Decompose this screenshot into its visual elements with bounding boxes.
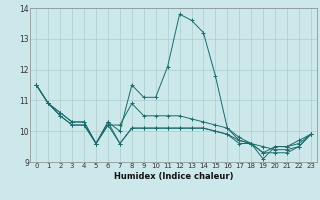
- X-axis label: Humidex (Indice chaleur): Humidex (Indice chaleur): [114, 172, 233, 181]
